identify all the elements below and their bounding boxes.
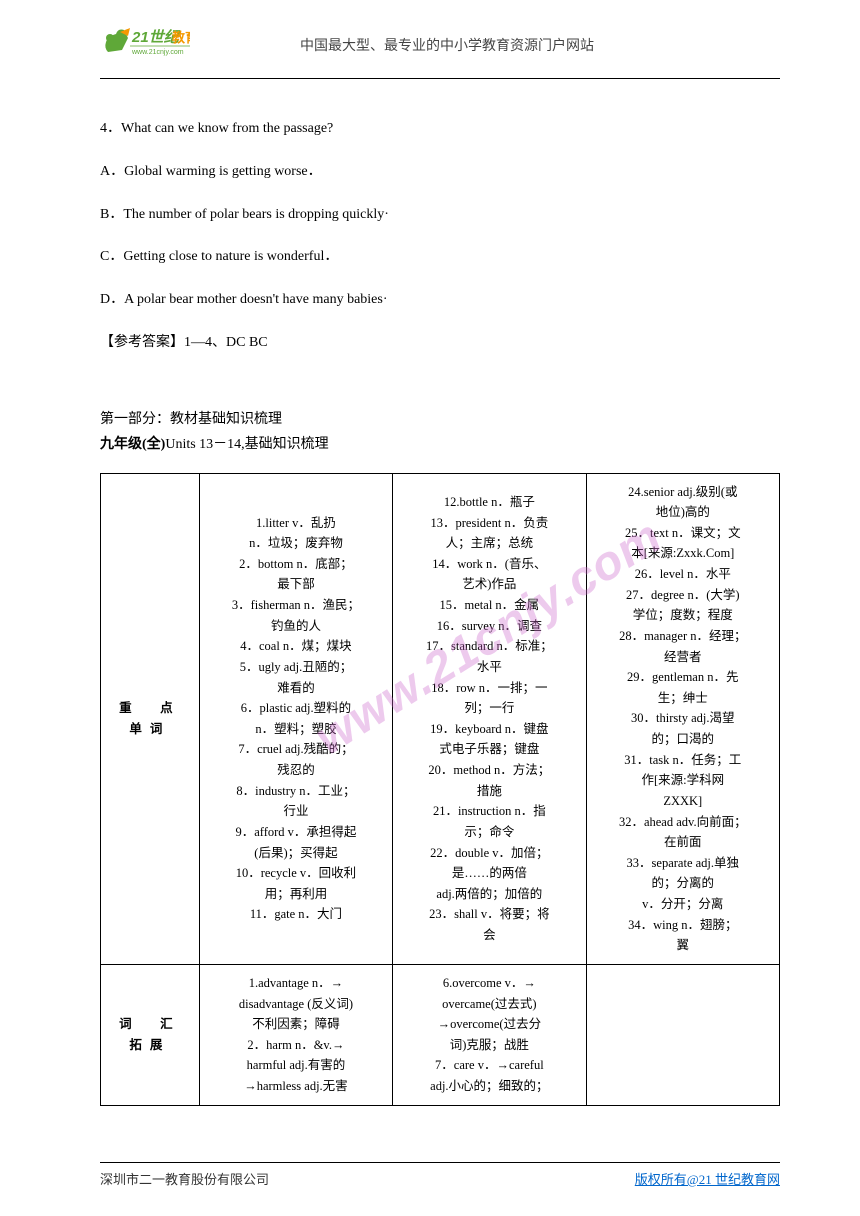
row-label-vocab: 重 点 单词 — [101, 473, 200, 964]
table-row: 词 汇 拓展 1.advantage n．→disadvantage (反义词)… — [101, 964, 780, 1105]
expand-col-1: 1.advantage n．→disadvantage (反义词)不利因素；障碍… — [199, 964, 392, 1105]
svg-text:教育: 教育 — [171, 30, 190, 45]
option-d: D．A polar bear mother doesn't have many … — [100, 285, 780, 316]
option-b: B．The number of polar bears is dropping … — [100, 200, 780, 231]
main-content: 4．What can we know from the passage? A．G… — [100, 114, 780, 1106]
table-row: 重 点 单词 1.litter v．乱扔n．垃圾；废弃物2．bottom n．底… — [101, 473, 780, 964]
header-divider — [100, 78, 780, 79]
vocab-col-1: 1.litter v．乱扔n．垃圾；废弃物2．bottom n．底部；最下部3．… — [199, 473, 392, 964]
vocab-col-3: 24.senior adj.级别(或地位)高的25．text n．课文；文本[来… — [586, 473, 779, 964]
question-4: 4．What can we know from the passage? — [100, 114, 780, 145]
footer-company: 深圳市二一教育股份有限公司 — [100, 1169, 269, 1188]
section-subtitle: 九年级(全)Units 13－14,基础知识梳理 — [100, 434, 780, 456]
option-c: C．Getting close to nature is wonderful． — [100, 242, 780, 273]
vocab-col-2: 12.bottle n．瓶子13．president n．负责人；主席；总统14… — [393, 473, 586, 964]
svg-text:www.21cnjy.com: www.21cnjy.com — [131, 49, 184, 56]
page-header: 21世纪 教育 www.21cnjy.com 中国最大型、最专业的中小学教育资源… — [100, 20, 780, 70]
expand-col-3 — [586, 964, 779, 1105]
footer-copyright[interactable]: 版权所有@21 世纪教育网 — [635, 1169, 780, 1188]
header-tagline: 中国最大型、最专业的中小学教育资源门户网站 — [300, 35, 594, 55]
answer-key: 【参考答案】1—4、DC BC — [100, 328, 780, 359]
page-footer: 深圳市二一教育股份有限公司 版权所有@21 世纪教育网 — [100, 1162, 780, 1188]
subtitle-rest: Units 13－14,基础知识梳理 — [165, 437, 328, 452]
vocabulary-table: 重 点 单词 1.litter v．乱扔n．垃圾；废弃物2．bottom n．底… — [100, 473, 780, 1106]
subtitle-bold: 九年级(全) — [100, 437, 165, 452]
expand-col-2: 6.overcome v．→overcame(过去式)→overcome(过去分… — [393, 964, 586, 1105]
option-a: A．Global warming is getting worse． — [100, 157, 780, 188]
row-label-expand: 词 汇 拓展 — [101, 964, 200, 1105]
section-title: 第一部分：教材基础知识梳理 — [100, 409, 780, 431]
site-logo: 21世纪 教育 www.21cnjy.com — [100, 20, 190, 70]
